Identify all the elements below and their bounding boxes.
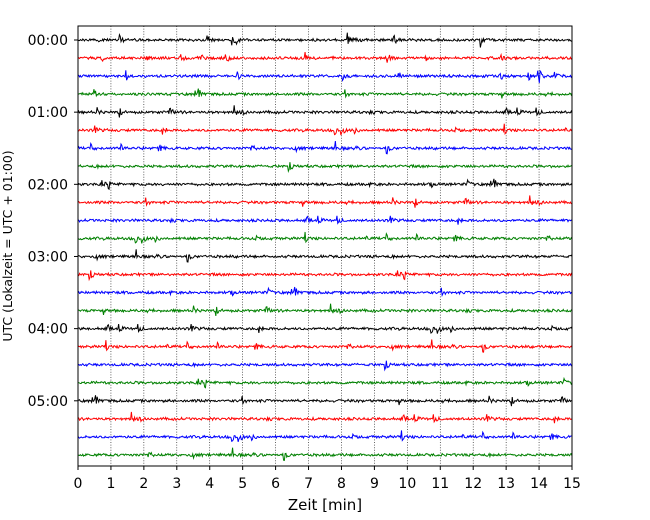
- x-tick-label: 6: [271, 476, 280, 492]
- plot-frame: [77, 25, 573, 467]
- trace-0400: [77, 323, 573, 334]
- trace-0430: [77, 360, 573, 372]
- trace-0415: [77, 339, 573, 353]
- trace-0315: [77, 270, 573, 282]
- x-tick-label: 0: [74, 476, 83, 492]
- x-tick-label: 9: [370, 476, 379, 492]
- x-tick-label: 8: [337, 476, 346, 492]
- trace-0045: [77, 88, 573, 99]
- x-axis-ticks: 0 1 2 3 4 5 6 7 8 9 10 11 12 13 14 15: [74, 466, 581, 492]
- trace-0030: [77, 69, 573, 83]
- trace-0230: [77, 215, 573, 225]
- y-tick-label: 05:00: [28, 394, 68, 410]
- y-axis-ticks: 00:00 01:00 02:00 03:00 04:00 05:00: [28, 33, 78, 410]
- x-tick-label: 15: [563, 476, 581, 492]
- y-axis-label: UTC (Lokalzeit = UTC + 01:00): [0, 150, 15, 341]
- trace-0300: [77, 249, 573, 263]
- trace-0130: [77, 140, 573, 155]
- trace-0000: [77, 32, 573, 48]
- trace-0515: [77, 411, 573, 424]
- trace-0445: [77, 376, 573, 389]
- x-axis-label: Zeit [min]: [288, 496, 362, 514]
- trace-0330: [77, 286, 573, 298]
- y-tick-label: 04:00: [28, 322, 68, 338]
- seismogram-traces: [77, 32, 573, 462]
- y-tick-label: 03:00: [28, 249, 68, 265]
- x-tick-label: 10: [398, 476, 416, 492]
- x-tick-label: 13: [497, 476, 515, 492]
- trace-0545: [77, 447, 573, 462]
- trace-0215: [77, 195, 573, 208]
- x-tick-label: 2: [139, 476, 148, 492]
- trace-0345: [77, 303, 573, 317]
- x-tick-label: 4: [205, 476, 214, 492]
- trace-0115: [77, 123, 573, 136]
- x-tick-label: 12: [464, 476, 482, 492]
- y-tick-label: 00:00: [28, 33, 68, 49]
- trace-0245: [77, 231, 573, 244]
- x-tick-label: 14: [530, 476, 548, 492]
- grid-lines: [110, 26, 540, 466]
- x-tick-label: 5: [238, 476, 247, 492]
- trace-0530: [77, 430, 573, 443]
- trace-0200: [77, 178, 573, 191]
- trace-0100: [77, 105, 573, 118]
- x-tick-label: 11: [431, 476, 449, 492]
- trace-0015: [77, 51, 573, 63]
- trace-0145: [77, 162, 573, 174]
- x-tick-label: 3: [172, 476, 181, 492]
- x-tick-label: 7: [304, 476, 313, 492]
- y-tick-label: 02:00: [28, 177, 68, 193]
- trace-0500: [77, 395, 573, 407]
- x-tick-label: 1: [106, 476, 115, 492]
- y-tick-label: 01:00: [28, 105, 68, 121]
